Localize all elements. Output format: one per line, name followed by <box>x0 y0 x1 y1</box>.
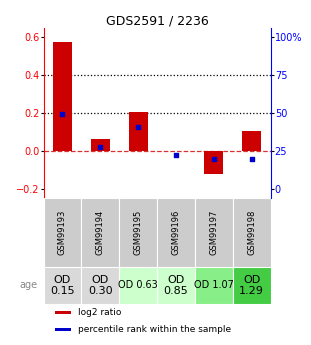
Text: OD
0.30: OD 0.30 <box>88 275 113 296</box>
Bar <box>44 198 81 267</box>
Bar <box>81 267 119 304</box>
Text: log2 ratio: log2 ratio <box>78 308 121 317</box>
Bar <box>157 198 195 267</box>
Text: GSM99193: GSM99193 <box>58 210 67 255</box>
Bar <box>233 267 271 304</box>
Point <box>60 111 65 117</box>
Text: OD 1.07: OD 1.07 <box>194 280 234 290</box>
Bar <box>157 267 195 304</box>
Bar <box>91 139 110 151</box>
Bar <box>55 311 71 314</box>
Text: OD
0.85: OD 0.85 <box>164 275 188 296</box>
Bar <box>195 198 233 267</box>
Bar <box>129 112 148 151</box>
Bar <box>242 131 261 151</box>
Text: OD 0.63: OD 0.63 <box>118 280 158 290</box>
Bar <box>119 267 157 304</box>
Bar <box>204 151 223 174</box>
Text: OD
1.29: OD 1.29 <box>239 275 264 296</box>
Bar <box>53 42 72 151</box>
Bar <box>55 328 71 331</box>
Point <box>136 125 141 130</box>
Text: age: age <box>20 280 38 290</box>
Point <box>249 156 254 161</box>
Text: GSM99196: GSM99196 <box>171 210 180 255</box>
Point <box>174 153 179 158</box>
Title: GDS2591 / 2236: GDS2591 / 2236 <box>106 14 208 28</box>
Text: percentile rank within the sample: percentile rank within the sample <box>78 325 231 334</box>
Bar <box>44 267 81 304</box>
Text: GSM99194: GSM99194 <box>96 210 105 255</box>
Bar <box>233 198 271 267</box>
Text: GSM99197: GSM99197 <box>209 210 218 255</box>
Point <box>98 144 103 150</box>
Bar <box>119 198 157 267</box>
Bar <box>195 267 233 304</box>
Bar <box>81 198 119 267</box>
Text: GSM99195: GSM99195 <box>134 210 143 255</box>
Point <box>211 157 216 162</box>
Text: GSM99198: GSM99198 <box>247 210 256 255</box>
Text: OD
0.15: OD 0.15 <box>50 275 75 296</box>
